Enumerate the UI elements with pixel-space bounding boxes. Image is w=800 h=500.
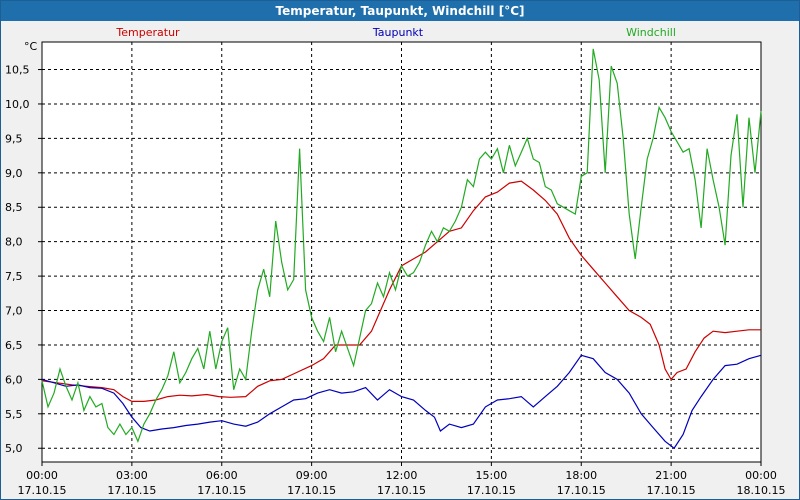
x-tick-time-label: 00:00 (745, 469, 777, 482)
x-tick-time-label: 18:00 (565, 469, 597, 482)
legend-temperatur: Temperatur (115, 26, 180, 39)
y-tick-label: 10,0 (5, 98, 30, 111)
y-tick-label: 9,5 (5, 132, 23, 145)
x-tick-date-label: 17.10.15 (467, 484, 516, 497)
y-tick-label: 5,5 (5, 408, 23, 421)
x-tick-date-label: 17.10.15 (557, 484, 606, 497)
series-line-windchill (41, 48, 762, 443)
window-title: Temperatur, Taupunkt, Windchill [°C] (1, 1, 799, 21)
legend-taupunkt: Taupunkt (372, 26, 424, 39)
x-tick-time-label: 21:00 (655, 469, 687, 482)
x-tick-date-label: 17.10.15 (107, 484, 156, 497)
legend-windchill: Windchill (626, 26, 676, 39)
y-tick-label: 7,0 (5, 305, 23, 318)
y-tick-label: 8,5 (5, 201, 23, 214)
x-tick-time-label: 06:00 (206, 469, 238, 482)
x-tick-date-label: 17.10.15 (287, 484, 336, 497)
y-tick-label: 5,0 (5, 442, 23, 455)
x-tick-date-label: 17.10.15 (647, 484, 696, 497)
x-tick-time-label: 15:00 (476, 469, 508, 482)
x-tick-time-label: 12:00 (386, 469, 418, 482)
x-tick-date-label: 17.10.15 (377, 484, 426, 497)
y-tick-label: 10,5 (5, 64, 30, 77)
y-unit-label: °C (24, 40, 38, 53)
x-tick-time-label: 00:00 (26, 469, 58, 482)
y-tick-label: 6,5 (5, 339, 23, 352)
x-tick-date-label: 18.10.15 (737, 484, 786, 497)
y-tick-label: 8,0 (5, 236, 23, 249)
x-tick-time-label: 09:00 (296, 469, 328, 482)
y-tick-label: 6,0 (5, 373, 23, 386)
x-tick-time-label: 03:00 (116, 469, 148, 482)
x-tick-date-label: 17.10.15 (18, 484, 67, 497)
series-line-taupunkt (41, 354, 762, 450)
x-tick-date-label: 17.10.15 (197, 484, 246, 497)
series-line-temperatur (41, 180, 761, 402)
y-tick-label: 7,5 (5, 270, 23, 283)
y-tick-label: 9,0 (5, 167, 23, 180)
